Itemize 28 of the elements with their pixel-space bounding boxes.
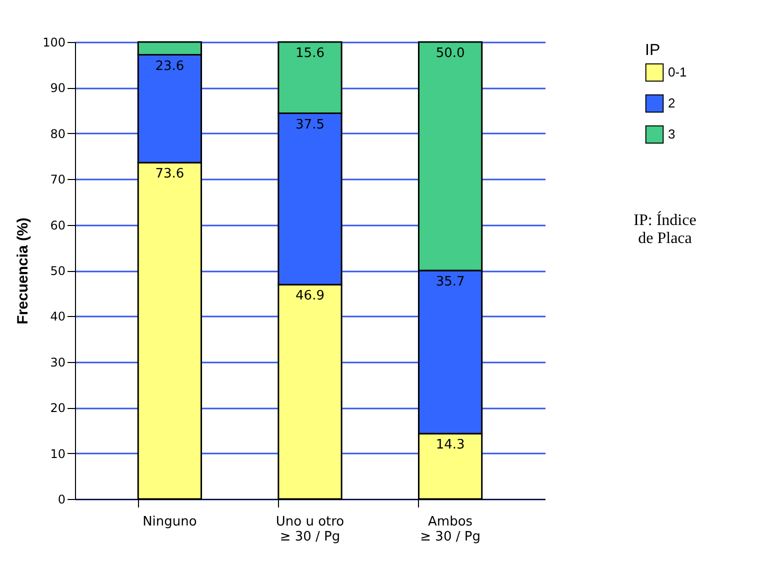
data-label: 50.0 [436,46,465,61]
data-label: 15.6 [296,46,324,61]
data-label: 35.7 [436,274,465,290]
data-label: 23.6 [155,58,184,74]
y-tick-label: 100 [42,36,66,50]
y-axis-title: Frecuencia (%) [14,218,32,324]
data-label: 73.6 [155,166,184,182]
data-label: 37.5 [296,117,324,132]
y-tick-label: 70 [50,172,66,187]
y-tick-label: 60 [50,218,66,232]
x-tick-label: Ninguno [142,514,197,530]
y-tick-label: 50 [50,264,66,278]
legend-label: 3 [668,126,676,142]
x-tick-label: Ambos ≥ 30 / Pg [420,514,480,544]
y-tick-label: 40 [50,310,66,324]
legend-title: IP [645,42,660,59]
y-tick-label: 0 [58,492,66,506]
y-tick-label: 80 [50,126,66,141]
x-tick-label: Uno u otro ≥ 30 / Pg [276,514,344,544]
y-tick-label: 30 [50,355,66,370]
data-label: 14.3 [436,438,465,453]
y-tick-label: 90 [50,81,66,96]
data-label: 46.9 [296,288,324,304]
text: IP: Índice de Placa [634,211,696,247]
y-tick-label: 10 [50,446,66,461]
y-tick-label: 20 [50,401,66,416]
legend-label: 2 [668,96,676,110]
legend-label: 0-1 [668,64,687,80]
